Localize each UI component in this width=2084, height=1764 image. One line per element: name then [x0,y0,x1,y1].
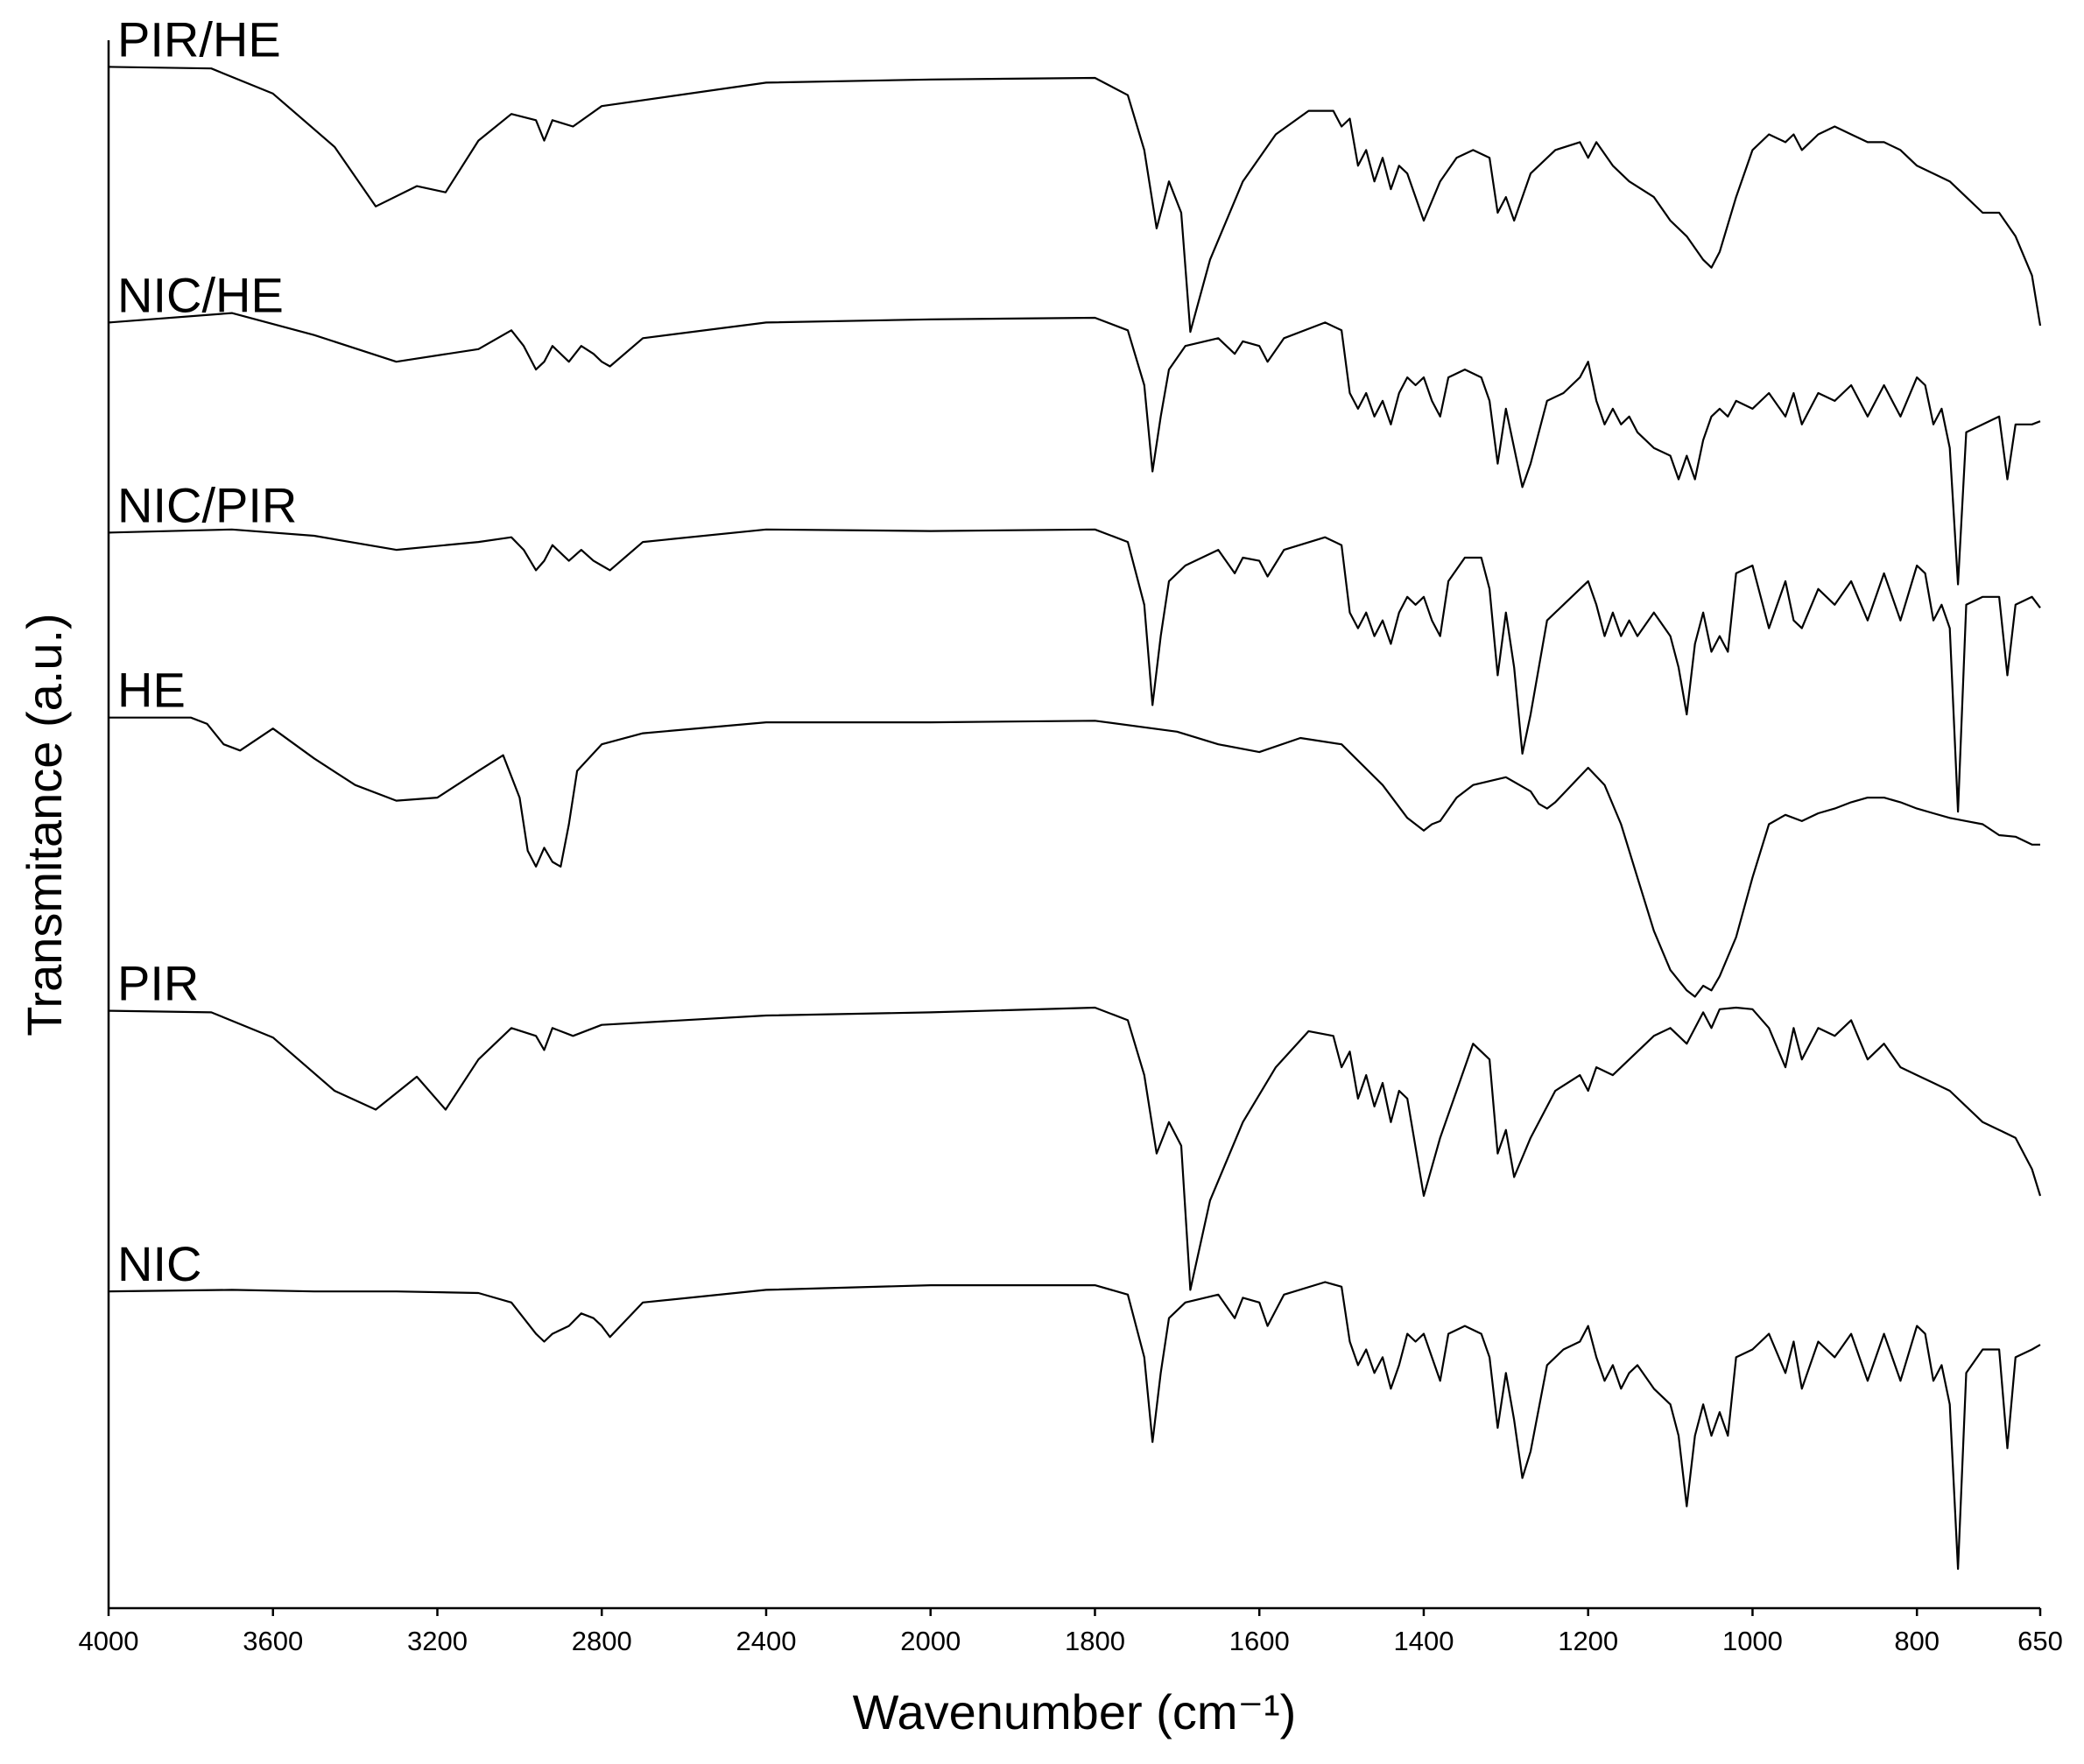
x-tick-label: 1200 [1558,1626,1618,1656]
x-tick-label: 3200 [407,1626,468,1656]
y-axis-title: Transmitance (a.u.) [17,613,72,1036]
x-tick-label: 800 [1894,1626,1940,1656]
series-label: HE [117,663,186,718]
x-tick-label: 1000 [1722,1626,1783,1656]
x-tick-label: 2400 [736,1626,796,1656]
spectrum-line [109,716,2040,998]
spectrum-line [108,66,2042,334]
series-label: NIC/PIR [117,477,297,532]
x-tick-label: 2000 [900,1626,961,1656]
x-axis-title: Wavenumber (cm⁻¹) [853,1684,1297,1739]
x-tick-label: 2800 [572,1626,632,1656]
series-label: NIC [117,1236,201,1291]
x-tick-label: 1800 [1065,1626,1125,1656]
spectrum-line [108,1006,2042,1291]
series-label: PIR [117,956,199,1011]
x-tick-label: 4000 [79,1626,139,1656]
x-tick-label: 650 [2017,1626,2063,1656]
x-tick-label: 1600 [1229,1626,1290,1656]
series-label: NIC/HE [117,267,284,322]
series-label: PIR/HE [117,11,281,67]
spectrum-line [108,1281,2041,1571]
x-tick-label: 1400 [1393,1626,1454,1656]
x-tick-label: 3600 [243,1626,303,1656]
spectrum-line [108,312,2041,586]
spectrum-line [108,528,2041,813]
